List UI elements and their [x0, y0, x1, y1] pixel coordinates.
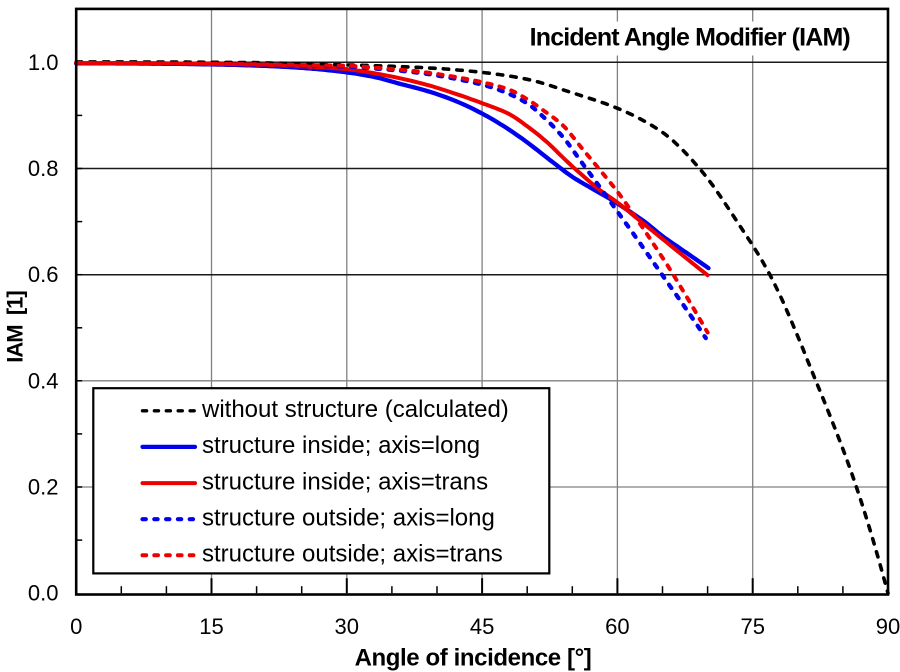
- svg-text:0.4: 0.4: [28, 368, 59, 393]
- svg-text:IAM [1]: IAM [1]: [3, 291, 28, 363]
- svg-text:0: 0: [70, 614, 82, 639]
- svg-text:0.8: 0.8: [28, 156, 59, 181]
- svg-text:structure inside; axis=long: structure inside; axis=long: [202, 432, 480, 459]
- svg-text:45: 45: [470, 614, 494, 639]
- svg-text:structure outside; axis=trans: structure outside; axis=trans: [202, 541, 503, 568]
- svg-text:structure inside; axis=trans: structure inside; axis=trans: [202, 468, 488, 495]
- svg-text:30: 30: [335, 614, 359, 639]
- svg-text:structure outside; axis=long: structure outside; axis=long: [202, 505, 495, 532]
- svg-text:Angle of incidence [°]: Angle of incidence [°]: [355, 645, 592, 672]
- svg-text:0.6: 0.6: [28, 262, 59, 287]
- svg-text:Incident Angle Modifier (IAM): Incident Angle Modifier (IAM): [530, 24, 851, 52]
- svg-text:0.0: 0.0: [28, 581, 59, 606]
- svg-text:without structure (calculated): without structure (calculated): [201, 396, 509, 423]
- svg-text:75: 75: [740, 614, 764, 639]
- svg-text:0.2: 0.2: [28, 475, 59, 500]
- svg-text:60: 60: [605, 614, 629, 639]
- svg-text:90: 90: [876, 614, 900, 639]
- svg-text:15: 15: [199, 614, 223, 639]
- svg-text:1.0: 1.0: [28, 50, 59, 75]
